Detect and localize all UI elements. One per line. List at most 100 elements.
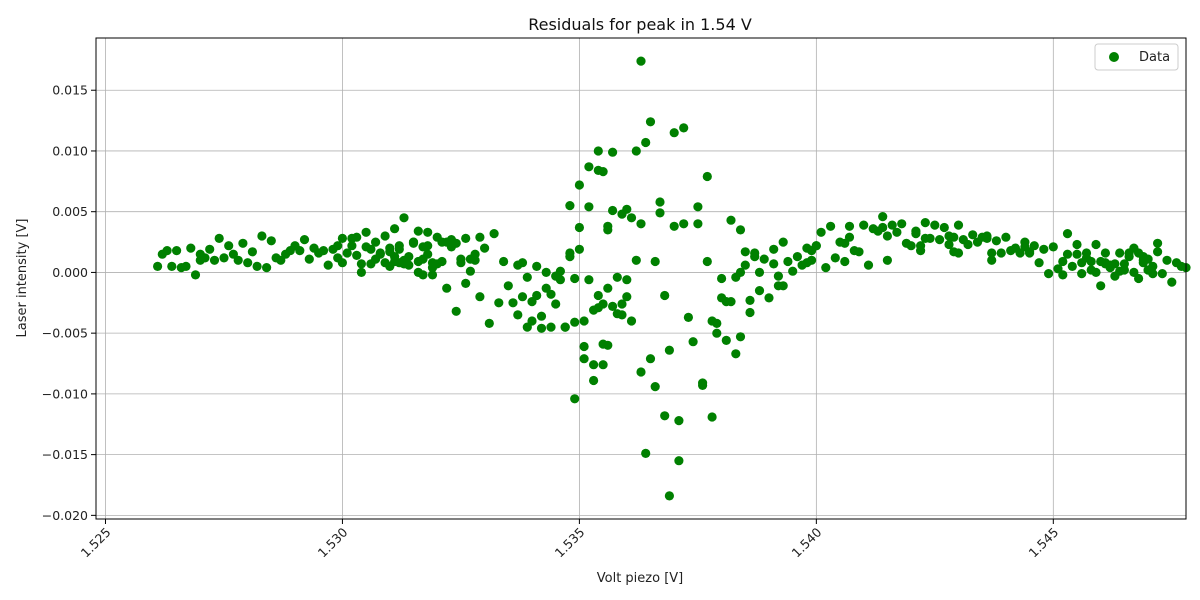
data-point	[399, 255, 409, 265]
data-point	[418, 270, 428, 280]
data-point	[181, 261, 191, 271]
data-point	[333, 241, 343, 251]
data-point	[238, 238, 248, 248]
data-point	[323, 260, 333, 270]
data-point	[1062, 249, 1073, 259]
data-point	[878, 212, 888, 222]
data-point	[352, 232, 362, 242]
data-point	[1067, 261, 1077, 271]
data-point	[304, 254, 314, 264]
data-point	[664, 345, 675, 355]
data-point	[608, 301, 618, 311]
data-point	[1048, 242, 1058, 252]
data-point	[470, 255, 480, 265]
y-tick-label: 0.015	[52, 83, 88, 98]
data-point	[740, 260, 750, 270]
data-point	[773, 271, 784, 281]
data-point	[1129, 243, 1139, 253]
data-point	[394, 244, 404, 254]
data-point	[252, 261, 262, 271]
data-point	[641, 137, 651, 148]
data-point	[636, 56, 646, 66]
data-point	[712, 328, 722, 338]
data-point	[1058, 256, 1068, 267]
data-point	[991, 236, 1002, 246]
data-point	[266, 236, 276, 246]
data-point	[792, 252, 803, 262]
data-point	[717, 273, 727, 284]
data-point	[1034, 258, 1044, 268]
data-point	[551, 299, 561, 309]
data-point	[650, 256, 660, 267]
data-point	[461, 278, 471, 288]
data-point	[916, 241, 926, 251]
data-points	[153, 56, 1191, 501]
data-point	[840, 256, 850, 267]
data-point	[1100, 248, 1110, 258]
data-point	[641, 448, 651, 458]
data-point	[764, 293, 774, 303]
data-point	[655, 208, 665, 218]
y-tick-label: 0.010	[52, 143, 88, 158]
y-tick-label: −0.005	[42, 326, 88, 341]
data-point	[636, 219, 646, 229]
data-point	[963, 239, 973, 250]
data-point	[465, 266, 475, 276]
data-point	[987, 248, 997, 258]
y-tick-label: 0.000	[52, 265, 88, 280]
data-point	[863, 260, 874, 270]
data-point	[778, 237, 788, 247]
data-point	[451, 306, 461, 316]
data-point	[726, 215, 736, 225]
data-point	[1091, 267, 1101, 277]
data-point	[968, 230, 978, 240]
data-point	[475, 232, 485, 242]
data-point	[887, 220, 897, 230]
data-point	[517, 258, 528, 268]
legend-label-data: Data	[1139, 50, 1170, 65]
data-point	[1072, 239, 1082, 250]
data-point	[603, 283, 613, 293]
data-point	[380, 231, 390, 241]
data-point	[1091, 239, 1101, 250]
data-point	[337, 258, 347, 268]
data-point	[702, 171, 712, 182]
data-point	[622, 204, 632, 214]
data-point	[219, 253, 229, 263]
data-point	[574, 222, 585, 233]
data-point	[593, 290, 603, 301]
data-point	[953, 248, 964, 258]
data-point	[612, 309, 622, 319]
data-point	[944, 239, 954, 250]
data-point	[427, 270, 438, 280]
data-point	[882, 231, 893, 241]
data-point	[906, 241, 916, 251]
data-point	[570, 317, 580, 327]
data-point	[1143, 254, 1153, 264]
data-point	[754, 286, 765, 296]
data-point	[153, 261, 163, 271]
data-point	[337, 233, 347, 243]
data-point	[617, 299, 627, 309]
data-point	[1134, 273, 1144, 284]
data-point	[413, 226, 423, 236]
data-point	[598, 167, 608, 177]
data-point	[456, 254, 466, 264]
x-axis-title: Volt piezo [V]	[597, 571, 684, 586]
data-point	[679, 219, 689, 229]
data-point	[522, 322, 532, 332]
data-point	[541, 283, 551, 293]
data-point	[579, 354, 589, 364]
data-point	[532, 290, 542, 301]
data-point	[987, 255, 997, 265]
data-point	[769, 259, 779, 269]
data-point	[712, 318, 722, 328]
data-point	[570, 394, 580, 404]
data-point	[811, 241, 821, 251]
data-point	[683, 312, 694, 322]
data-point	[446, 235, 456, 245]
data-point	[769, 244, 779, 254]
data-point	[859, 220, 869, 230]
data-point	[565, 248, 575, 258]
data-point	[693, 219, 703, 229]
